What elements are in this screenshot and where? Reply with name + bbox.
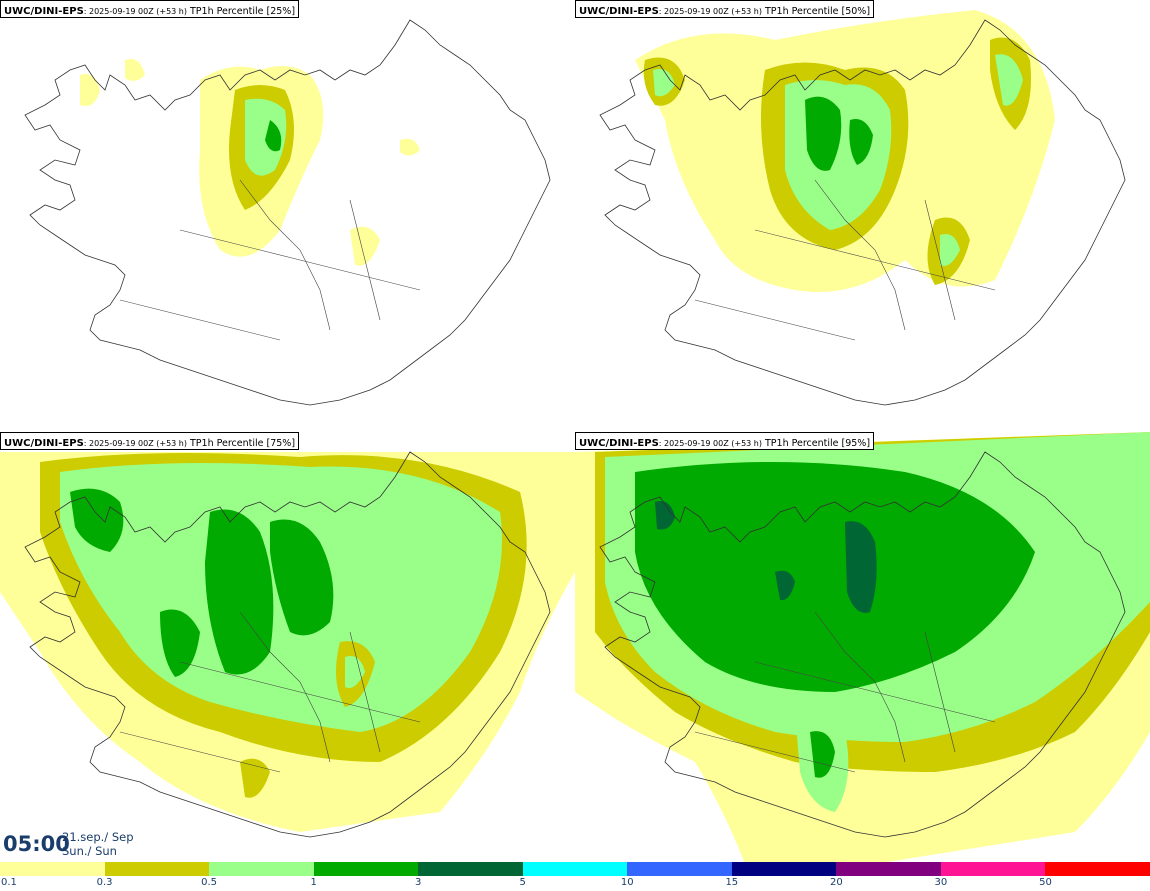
map-panel-p25: UWC/DINI-EPS: 2025-09-19 00Z (+53 h) TP1… (0, 0, 575, 432)
precip-map-p25 (24, 19, 551, 406)
colorbar-swatch (522, 862, 628, 876)
precip-field-p75 (0, 452, 575, 832)
run-label: : 2025-09-19 00Z (+53 h) (83, 7, 187, 16)
valid-date: 21.sep./ Sep (62, 830, 134, 844)
colorbar-swatch (940, 862, 1046, 876)
precip-map-p95 (575, 432, 1150, 864)
colorbar-label: 3 (414, 877, 422, 888)
colorbar-label: 0.1 (1, 877, 17, 888)
colorbar-swatch (313, 862, 419, 876)
colorbar-swatch (627, 862, 732, 876)
run-label: : 2025-09-19 00Z (+53 h) (658, 7, 762, 16)
colorbar-label: 30 (934, 877, 948, 888)
precip-colorbar (0, 862, 1150, 876)
colorbar-swatch (104, 862, 210, 876)
run-label: : 2025-09-19 00Z (+53 h) (83, 439, 187, 448)
map-panel-p50: UWC/DINI-EPS: 2025-09-19 00Z (+53 h) TP1… (575, 0, 1150, 432)
colorbar-swatch (418, 862, 523, 876)
valid-time-box: 05:00 21.sep./ Sep Sun./ Sun (0, 826, 140, 862)
colorbar-labels: 0.1 0.3 0.5 1 3 5 10 15 20 30 50 (0, 877, 1150, 891)
colorbar-label: 20 (829, 877, 843, 888)
model-label: UWC/DINI-EPS (4, 438, 84, 449)
precip-field-p50 (635, 10, 1055, 292)
map-panel-p95: UWC/DINI-EPS: 2025-09-19 00Z (+53 h) TP1… (575, 432, 1150, 864)
colorbar-label: 15 (725, 877, 739, 888)
colorbar-label: 10 (620, 877, 634, 888)
colorbar-label: 5 (519, 877, 526, 888)
valid-time: 05:00 (3, 832, 70, 856)
valid-date-block: 21.sep./ Sep Sun./ Sun (62, 830, 134, 858)
precip-map-p75 (0, 451, 575, 838)
param-label: TP1h Percentile [95%] (761, 438, 871, 449)
precip-field-p95 (575, 432, 1150, 864)
colorbar-label: 1 (310, 877, 317, 888)
param-label: TP1h Percentile [50%] (761, 6, 871, 17)
model-label: UWC/DINI-EPS (579, 6, 659, 17)
param-label: TP1h Percentile [75%] (186, 438, 296, 449)
colorbar-swatch (836, 862, 941, 876)
run-label: : 2025-09-19 00Z (+53 h) (658, 439, 762, 448)
valid-day: Sun./ Sun (62, 844, 117, 858)
precip-map-p50 (599, 10, 1126, 406)
colorbar-label: 0.5 (201, 877, 218, 888)
colorbar-label: 0.3 (96, 877, 113, 888)
precip-field-p25 (80, 59, 420, 266)
panel-title-p75: UWC/DINI-EPS: 2025-09-19 00Z (+53 h) TP1… (0, 432, 300, 450)
param-label: TP1h Percentile [25%] (186, 6, 296, 17)
panel-title-p95: UWC/DINI-EPS: 2025-09-19 00Z (+53 h) TP1… (575, 432, 875, 450)
colorbar-swatch (1045, 862, 1150, 876)
colorbar-swatch (209, 862, 314, 876)
model-label: UWC/DINI-EPS (4, 6, 84, 17)
colorbar-swatch (731, 862, 837, 876)
panel-title-p50: UWC/DINI-EPS: 2025-09-19 00Z (+53 h) TP1… (575, 0, 875, 18)
model-label: UWC/DINI-EPS (579, 438, 659, 449)
colorbar-label: 50 (1039, 877, 1052, 888)
map-panel-p75: UWC/DINI-EPS: 2025-09-19 00Z (+53 h) TP1… (0, 432, 575, 864)
colorbar-swatch (0, 862, 105, 876)
panel-title-p25: UWC/DINI-EPS: 2025-09-19 00Z (+53 h) TP1… (0, 0, 300, 18)
